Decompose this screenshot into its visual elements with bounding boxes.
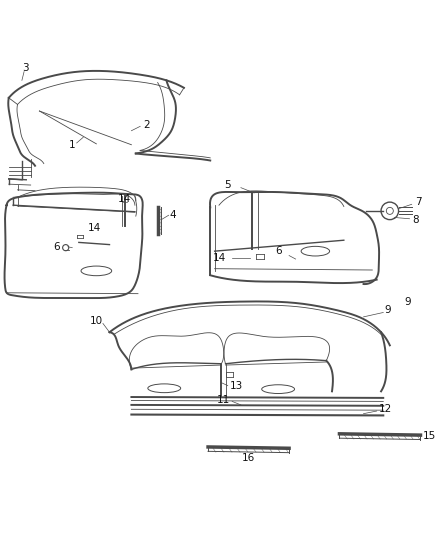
Text: 8: 8 xyxy=(412,215,419,224)
Text: 12: 12 xyxy=(379,405,392,414)
Text: 14: 14 xyxy=(118,193,131,204)
Text: 3: 3 xyxy=(22,63,29,73)
Text: 13: 13 xyxy=(230,381,243,391)
Text: 10: 10 xyxy=(90,316,103,326)
Text: 6: 6 xyxy=(275,246,282,256)
Text: 7: 7 xyxy=(415,197,422,207)
Text: 14: 14 xyxy=(212,253,226,263)
Text: 14: 14 xyxy=(88,223,101,233)
Text: 4: 4 xyxy=(170,210,177,220)
Text: 11: 11 xyxy=(217,394,230,405)
Text: 5: 5 xyxy=(224,181,231,190)
Text: 15: 15 xyxy=(423,431,436,441)
Text: 6: 6 xyxy=(53,242,60,252)
Text: 9: 9 xyxy=(404,296,411,306)
Text: 16: 16 xyxy=(242,453,255,463)
Text: 2: 2 xyxy=(143,120,150,131)
Text: 1: 1 xyxy=(69,140,76,150)
Text: 9: 9 xyxy=(384,305,391,316)
